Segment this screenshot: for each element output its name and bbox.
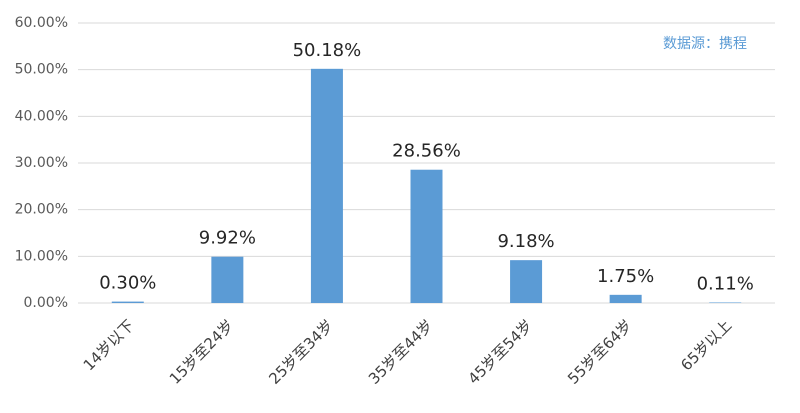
value-label: 0.30%	[99, 273, 156, 294]
value-label: 28.56%	[392, 141, 461, 162]
value-label: 9.92%	[199, 228, 256, 249]
x-tick-label: 15岁至24岁	[166, 316, 238, 388]
x-tick-label: 45岁至54岁	[465, 316, 537, 388]
bar	[709, 302, 742, 303]
y-tick-label: 60.00%	[15, 15, 68, 31]
annotation: 数据源：携程	[663, 36, 747, 52]
x-tick-label: 14岁以下	[80, 316, 138, 374]
bar	[510, 260, 543, 303]
y-tick-label: 30.00%	[15, 155, 68, 171]
value-label: 50.18%	[293, 40, 362, 61]
bar	[609, 294, 642, 303]
bar	[310, 68, 343, 304]
bar	[211, 256, 244, 303]
x-tick-label: 55岁至64岁	[564, 316, 636, 388]
bar	[111, 301, 144, 303]
x-tick-label: 25岁至34岁	[265, 316, 337, 388]
y-tick-label: 10.00%	[15, 248, 68, 264]
value-label: 9.18%	[497, 231, 554, 252]
y-tick-label: 0.00%	[24, 295, 68, 311]
bar	[410, 169, 443, 303]
value-label: 0.11%	[697, 273, 754, 294]
y-tick-label: 20.00%	[15, 202, 68, 218]
x-tick-label: 65岁以上	[677, 316, 735, 374]
value-label: 1.75%	[597, 266, 654, 287]
y-tick-label: 40.00%	[15, 108, 68, 124]
x-tick-label: 35岁至44岁	[365, 316, 437, 388]
y-tick-label: 50.00%	[15, 62, 68, 78]
